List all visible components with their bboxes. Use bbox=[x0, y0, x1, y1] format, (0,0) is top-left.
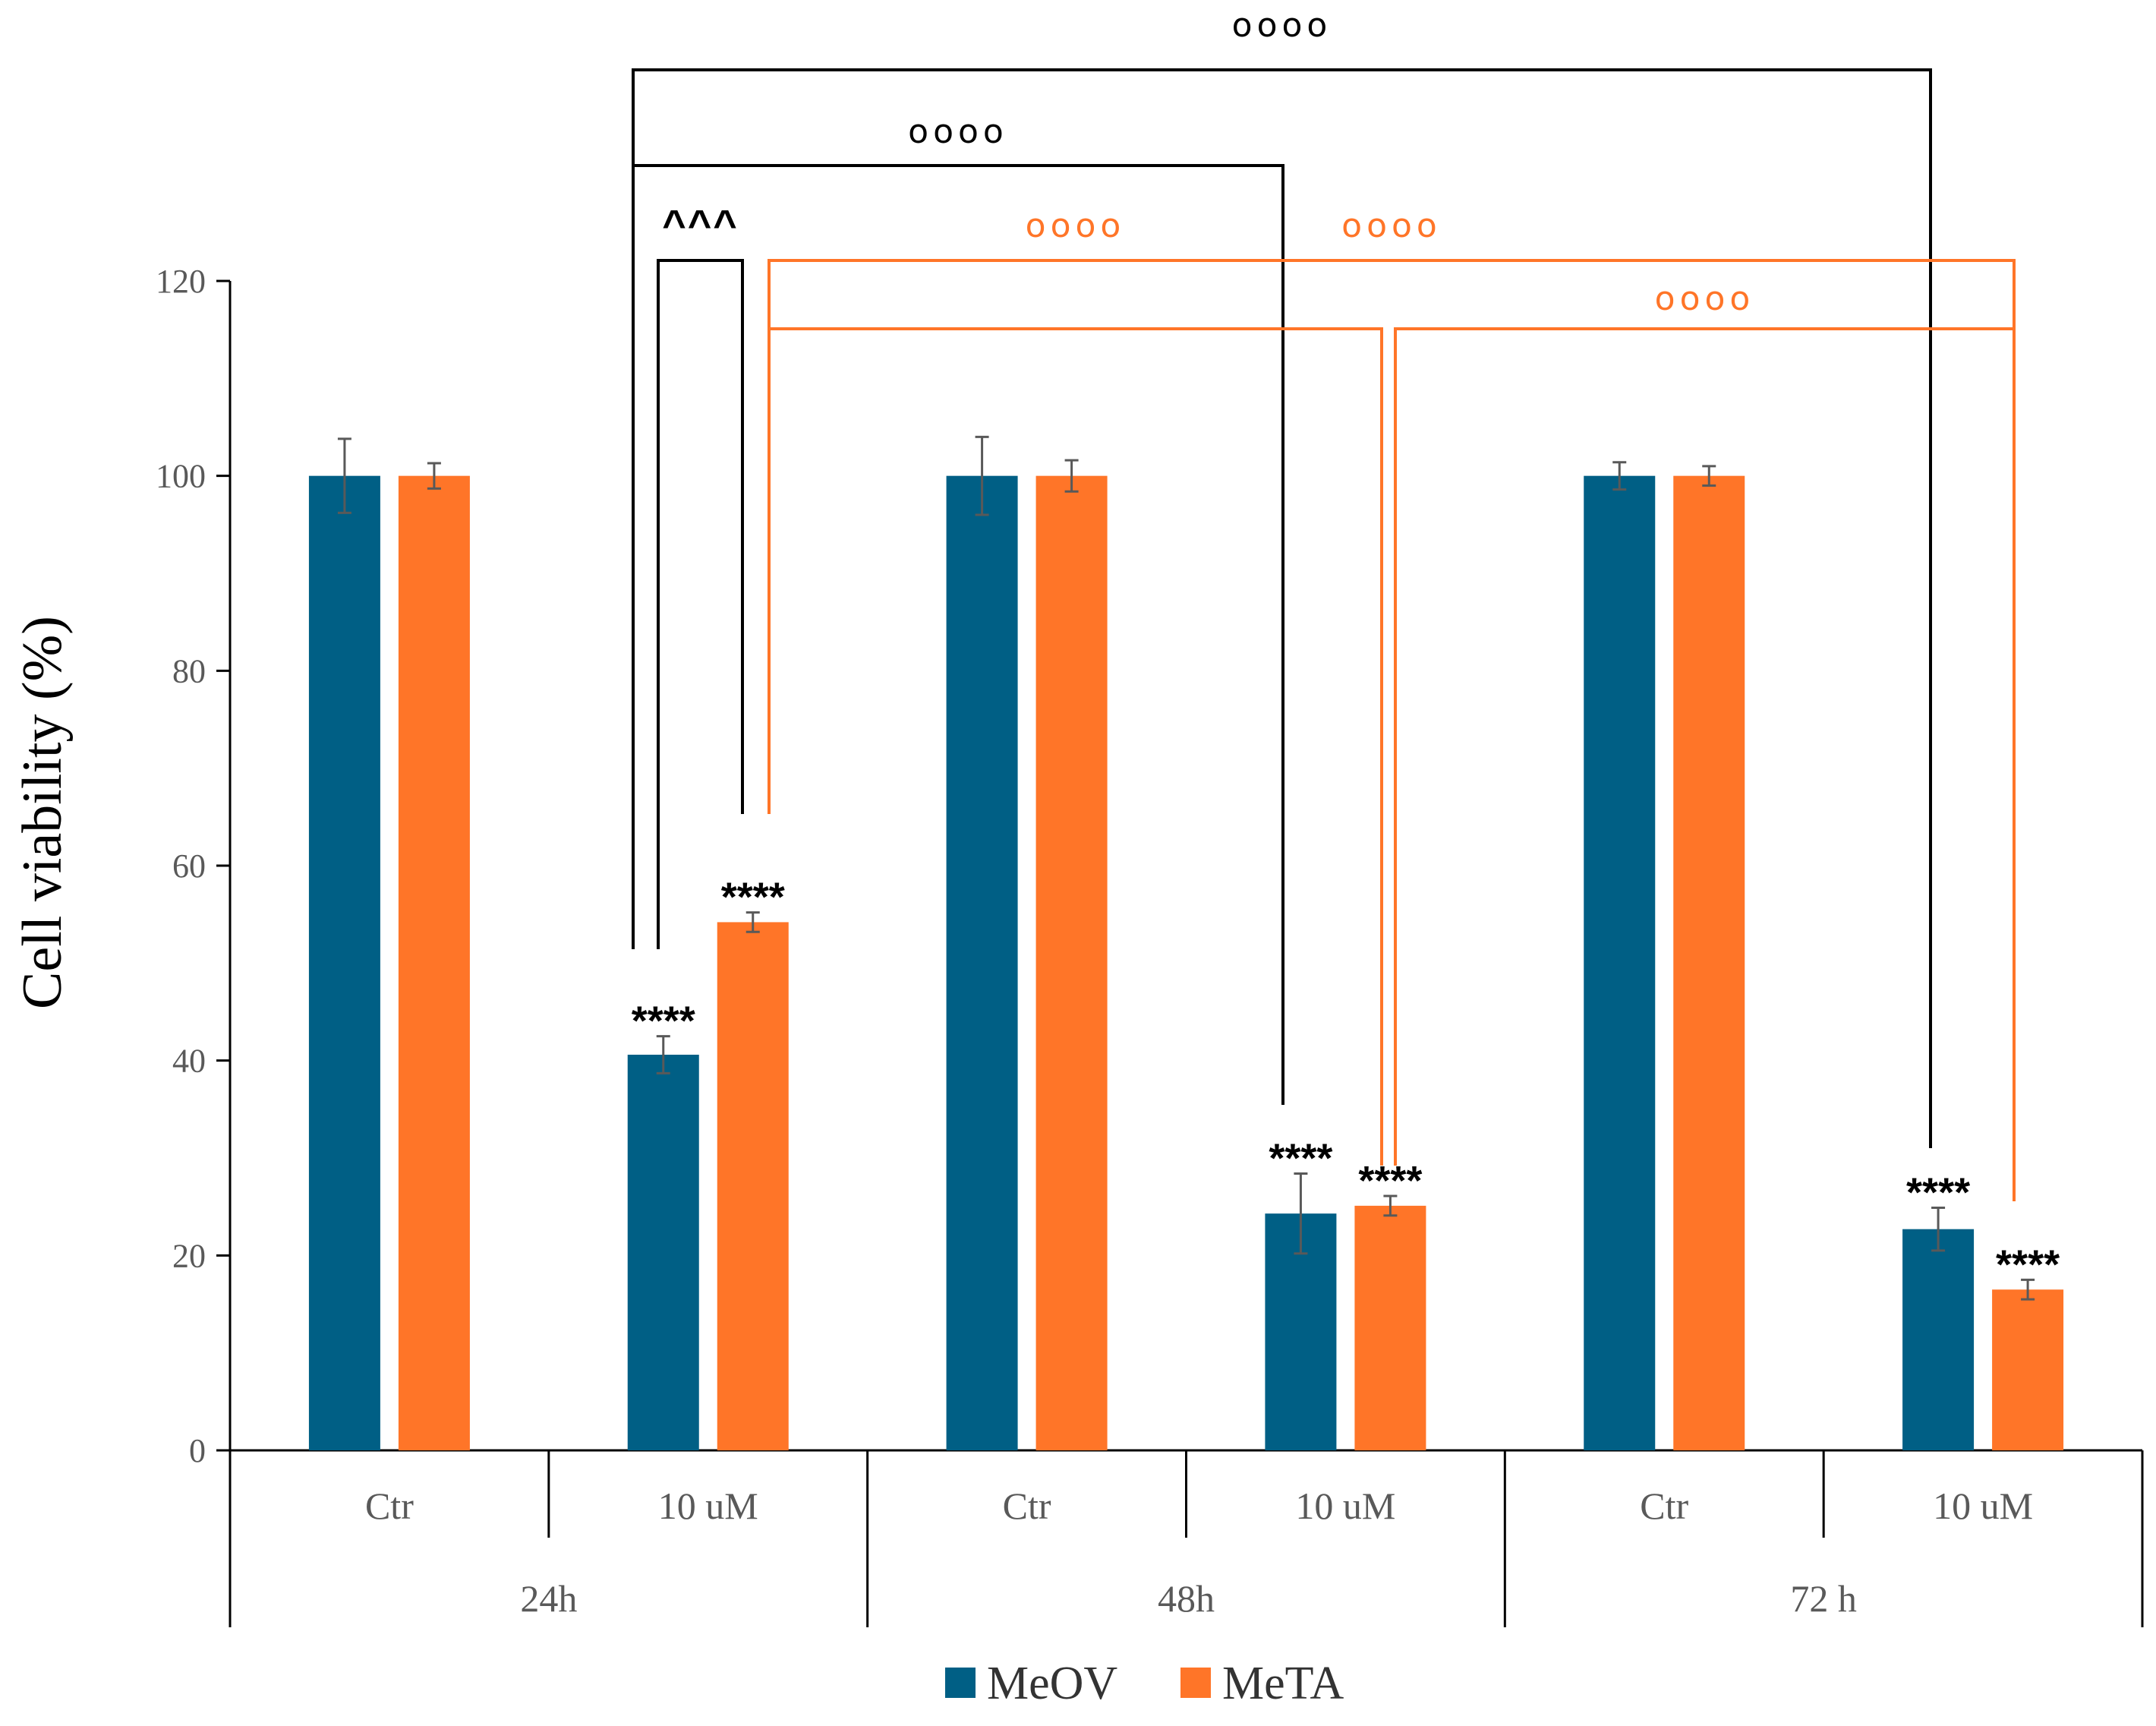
x-group-label: 24h bbox=[520, 1577, 577, 1620]
significance-stars: **** bbox=[1996, 1242, 2060, 1287]
y-tick-label: 0 bbox=[189, 1432, 206, 1469]
significance-stars: **** bbox=[632, 999, 695, 1044]
bar-meov bbox=[627, 1054, 699, 1450]
comparison-bracket bbox=[1394, 327, 2016, 1201]
legend-label-meov: MeOV bbox=[987, 1658, 1117, 1709]
legend: MeOV MeTA bbox=[945, 1658, 1344, 1709]
bar-meta bbox=[1035, 475, 1108, 1450]
legend-swatch-meov bbox=[945, 1668, 976, 1698]
y-tick-label: 120 bbox=[156, 263, 206, 300]
comparison-label: oooo bbox=[908, 112, 1008, 151]
comparison-label: oooo bbox=[1026, 207, 1126, 245]
y-tick-label: 20 bbox=[172, 1237, 206, 1274]
bar-meov bbox=[1584, 475, 1656, 1450]
x-category-label: Ctr bbox=[1640, 1485, 1688, 1527]
significance-stars: **** bbox=[721, 875, 785, 920]
bar-meta bbox=[717, 922, 789, 1450]
bar-meov bbox=[1902, 1229, 1975, 1450]
y-tick-label: 60 bbox=[172, 847, 206, 885]
comparison-bracket bbox=[632, 68, 1932, 1148]
x-category-label: Ctr bbox=[365, 1485, 414, 1527]
bar-meta bbox=[1354, 1205, 1426, 1450]
bar-meta bbox=[1992, 1289, 2064, 1450]
x-category-label: Ctr bbox=[1003, 1485, 1051, 1527]
x-group-label: 48h bbox=[1158, 1577, 1215, 1620]
legend-swatch-meta bbox=[1180, 1668, 1211, 1698]
x-category-label: 10 uM bbox=[658, 1485, 758, 1527]
bar-meov bbox=[308, 475, 380, 1450]
legend-label-meta: MeTA bbox=[1222, 1658, 1344, 1709]
comparison-label: oooo bbox=[1655, 279, 1755, 318]
comparison-label: oooo bbox=[1341, 207, 1442, 245]
bar-meta bbox=[398, 475, 470, 1450]
comparison-label: ^^^ bbox=[662, 202, 739, 248]
significance-stars: **** bbox=[1358, 1158, 1422, 1204]
x-group-label: 72 h bbox=[1790, 1577, 1857, 1620]
significance-stars: **** bbox=[1269, 1136, 1332, 1182]
bar-meta bbox=[1673, 475, 1745, 1450]
x-category-label: 10 uM bbox=[1295, 1485, 1395, 1527]
bar-meov bbox=[946, 475, 1018, 1450]
y-axis-label: Cell viability (%) bbox=[11, 616, 74, 1009]
y-tick-label: 80 bbox=[172, 652, 206, 689]
y-tick-label: 100 bbox=[156, 458, 206, 495]
x-category-label: 10 uM bbox=[1933, 1485, 2033, 1527]
y-tick-label: 40 bbox=[172, 1043, 206, 1080]
significance-stars: **** bbox=[1906, 1169, 1970, 1215]
comparison-label: oooo bbox=[1232, 6, 1332, 45]
comparison-bracket bbox=[657, 259, 744, 949]
